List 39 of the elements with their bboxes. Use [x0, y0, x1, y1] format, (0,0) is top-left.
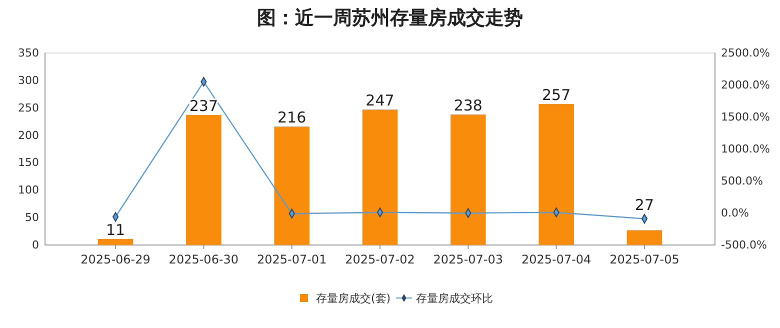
x-tick-label: 2025-07-02: [345, 252, 415, 267]
y-tick-label: 300: [18, 74, 39, 87]
bar: [274, 126, 310, 245]
bar: [626, 230, 662, 245]
data-label: 27: [634, 196, 654, 214]
bar: [450, 114, 486, 245]
data-label: 11: [106, 220, 126, 239]
bar: [186, 114, 222, 245]
data-label: 237: [189, 96, 218, 115]
data-label: 257: [542, 86, 571, 104]
y-tick-label: 0: [32, 238, 39, 252]
x-tick-label: 2025-07-01: [256, 252, 327, 267]
legend-label: 存量房成交(套): [316, 292, 391, 305]
y2-tick-label: 500.0%: [721, 174, 763, 188]
y2-tick-label: 0.0%: [721, 206, 749, 220]
y2-tick-label: 1500.0%: [721, 110, 770, 124]
x-tick-label: 2025-07-03: [433, 252, 504, 267]
data-label: 216: [278, 108, 306, 127]
x-tick-label: 2025-06-29: [80, 252, 150, 267]
y2-tick-label: -500.0%: [721, 238, 767, 252]
y-tick-label: 100: [18, 184, 39, 197]
legend-label: 存量房成交环比: [416, 292, 493, 305]
y-tick-label: 250: [18, 101, 39, 114]
y2-tick-label: 2000.0%: [721, 78, 770, 92]
y-tick-label: 350: [18, 46, 39, 60]
x-tick-label: 2025-06-30: [168, 252, 239, 267]
y-tick-label: 150: [18, 156, 39, 170]
y-tick-label: 200: [18, 128, 39, 142]
y2-tick-label: 1000.0%: [721, 142, 770, 156]
data-label: 238: [454, 96, 482, 114]
data-label: 247: [366, 92, 394, 110]
y2-tick-label: 2500.0%: [721, 46, 770, 60]
x-tick-label: 2025-07-04: [521, 252, 592, 267]
x-tick-label: 2025-07-05: [610, 252, 680, 267]
bar: [538, 104, 574, 245]
y-tick-label: 50: [25, 211, 39, 224]
bar: [362, 110, 398, 245]
chart-title: 图：近一周苏州存量房成交走势: [257, 7, 523, 29]
bar: [98, 238, 134, 245]
